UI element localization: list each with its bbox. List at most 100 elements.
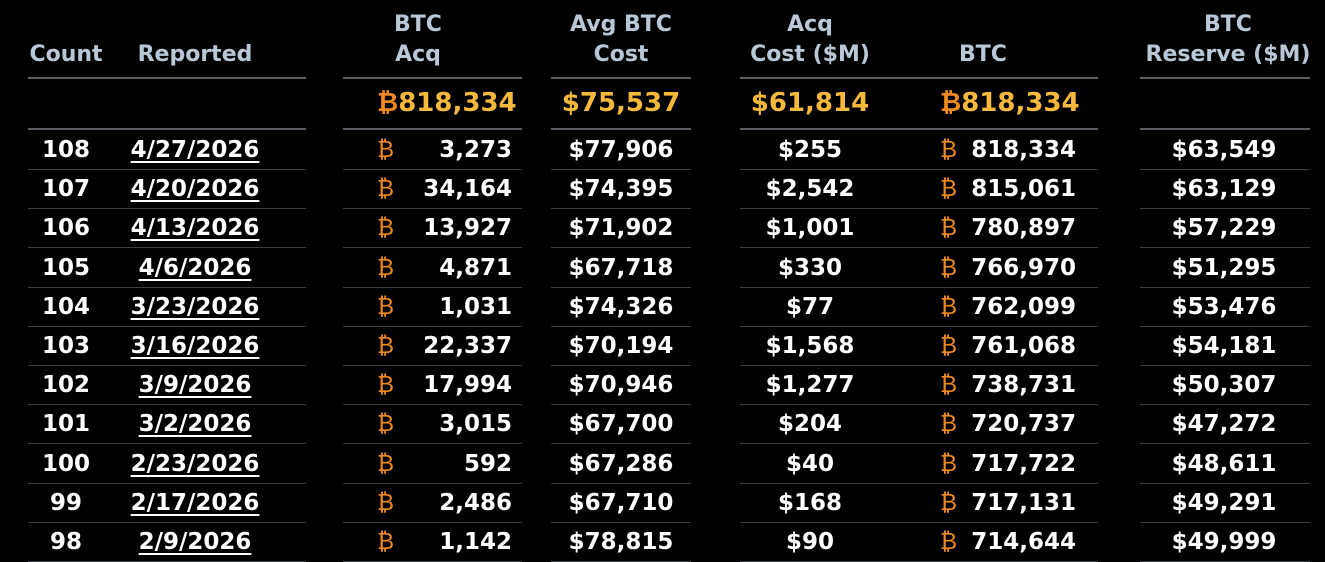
bitcoin-icon: ₿ <box>940 490 958 516</box>
row-reported-date[interactable]: 4/13/2026 <box>125 209 265 248</box>
header-acq-cost-line1: Acq <box>787 12 833 37</box>
row-btc-acq: 1,142 <box>439 529 512 555</box>
row-reported-date[interactable]: 3/23/2026 <box>125 288 265 327</box>
row-btc-total: 720,737 <box>971 411 1076 437</box>
row-divider <box>551 404 691 405</box>
row-btc-acq: 34,164 <box>423 176 512 202</box>
summary-divider-reserve <box>1140 128 1310 130</box>
row-avg-btc-cost: $74,326 <box>568 294 674 320</box>
row-reported-date[interactable]: 3/2/2026 <box>125 405 265 444</box>
row-reported-date[interactable]: 2/23/2026 <box>125 445 265 484</box>
bitcoin-icon: ₿ <box>940 451 958 477</box>
row-acq-cost: $1,001 <box>765 215 855 241</box>
row-btc-reserve: $57,229 <box>1171 215 1277 241</box>
table-row: 99 2/17/2026 ₿ 2,486 $67,710 $168 ₿ 717,131 $49,… <box>0 484 1325 523</box>
summary-divider-left <box>28 128 306 130</box>
reported-date-link[interactable]: 2/17/2026 <box>130 490 260 516</box>
header-btc-acq-line2: Acq <box>395 42 441 67</box>
row-reported-date[interactable]: 3/9/2026 <box>125 366 265 405</box>
header-avg-btc-cost-line1: Avg BTC <box>570 12 672 37</box>
row-divider <box>740 287 1098 288</box>
header-acq-cost-line2: Cost ($M) <box>750 42 870 67</box>
row-divider <box>343 365 522 366</box>
row-divider <box>28 326 306 327</box>
row-divider <box>28 287 306 288</box>
row-btc-reserve: $63,129 <box>1171 176 1277 202</box>
reported-date-link[interactable]: 3/2/2026 <box>138 411 252 437</box>
row-reported-date[interactable]: 3/16/2026 <box>125 327 265 366</box>
summary-btc-value: 818,334 <box>961 88 1080 118</box>
row-acq-cost: $2,542 <box>765 176 855 202</box>
row-reported-date[interactable]: 4/6/2026 <box>125 249 265 288</box>
row-count: 98 <box>49 529 82 555</box>
bitcoin-icon: ₿ <box>940 294 958 320</box>
bitcoin-icon: ₿ <box>940 215 958 241</box>
row-acq-cost: $1,277 <box>765 372 855 398</box>
row-btc-total: 717,131 <box>971 490 1076 516</box>
row-divider <box>28 208 306 209</box>
row-count: 107 <box>41 176 90 202</box>
row-reported-date[interactable]: 4/27/2026 <box>125 131 265 170</box>
header-btc-reserve-line2: Reserve ($M) <box>1145 42 1311 67</box>
reported-date-link[interactable]: 4/27/2026 <box>130 137 260 163</box>
row-btc-reserve: $51,295 <box>1171 255 1277 281</box>
reported-date-link[interactable]: 3/9/2026 <box>138 372 252 398</box>
summary-divider-btc-acq <box>343 128 522 130</box>
row-btc-total: 738,731 <box>971 372 1076 398</box>
table-row: 100 2/23/2026 ₿ 592 $67,286 $40 ₿ 717,722 $48,61… <box>0 445 1325 484</box>
row-divider <box>28 169 306 170</box>
row-divider <box>740 169 1098 170</box>
table-row: 107 4/20/2026 ₿ 34,164 $74,395 $2,542 ₿ 815,061… <box>0 170 1325 209</box>
row-divider <box>343 522 522 523</box>
bitcoin-icon: ₿ <box>940 255 958 281</box>
bitcoin-icon: ₿ <box>377 333 395 359</box>
row-btc-acq: 2,486 <box>439 490 512 516</box>
row-reported-date[interactable]: 2/17/2026 <box>125 484 265 523</box>
reported-date-link[interactable]: 2/9/2026 <box>138 529 252 555</box>
row-avg-btc-cost: $78,815 <box>568 529 674 555</box>
reported-date-link[interactable]: 4/6/2026 <box>138 255 252 281</box>
header-divider-cost-btc <box>740 77 1098 79</box>
row-reported-date[interactable]: 4/20/2026 <box>125 170 265 209</box>
bitcoin-icon: ₿ <box>377 255 395 281</box>
summary-avg-btc-cost: $75,537 <box>561 88 681 118</box>
row-divider <box>551 326 691 327</box>
row-divider <box>343 208 522 209</box>
row-divider <box>740 443 1098 444</box>
row-divider <box>28 247 306 248</box>
reported-date-link[interactable]: 2/23/2026 <box>130 451 260 477</box>
row-divider <box>343 169 522 170</box>
table-row: 101 3/2/2026 ₿ 3,015 $67,700 $204 ₿ 720,737 $47,… <box>0 405 1325 444</box>
row-btc-acq: 4,871 <box>439 255 512 281</box>
row-btc-total: 815,061 <box>971 176 1076 202</box>
row-divider <box>343 326 522 327</box>
row-divider <box>1140 483 1310 484</box>
bitcoin-icon: ₿ <box>940 333 958 359</box>
row-acq-cost: $90 <box>785 529 834 555</box>
bitcoin-icon: ₿ <box>377 451 395 477</box>
row-btc-acq: 17,994 <box>423 372 512 398</box>
row-divider <box>28 522 306 523</box>
row-divider <box>1140 443 1310 444</box>
row-avg-btc-cost: $77,906 <box>568 137 674 163</box>
summary-btc-acq: ₿818,334 <box>377 83 517 123</box>
row-divider <box>740 247 1098 248</box>
reported-date-link[interactable]: 3/16/2026 <box>130 333 260 359</box>
reported-date-link[interactable]: 4/13/2026 <box>130 215 260 241</box>
table-row: 98 2/9/2026 ₿ 1,142 $78,815 $90 ₿ 714,644 $49,99… <box>0 523 1325 562</box>
reported-date-link[interactable]: 4/20/2026 <box>130 176 260 202</box>
summary-divider-cost-btc <box>740 128 1098 130</box>
row-avg-btc-cost: $70,194 <box>568 333 674 359</box>
reported-date-link[interactable]: 3/23/2026 <box>130 294 260 320</box>
row-divider <box>28 365 306 366</box>
row-divider <box>740 404 1098 405</box>
row-btc-reserve: $63,549 <box>1171 137 1277 163</box>
row-count: 99 <box>49 490 82 516</box>
row-divider <box>1140 365 1310 366</box>
row-reported-date[interactable]: 2/9/2026 <box>125 523 265 562</box>
bitcoin-icon: ₿ <box>377 529 395 555</box>
row-divider <box>551 247 691 248</box>
row-btc-reserve: $49,999 <box>1171 529 1277 555</box>
row-btc-acq: 592 <box>463 451 512 477</box>
row-acq-cost: $40 <box>785 451 834 477</box>
